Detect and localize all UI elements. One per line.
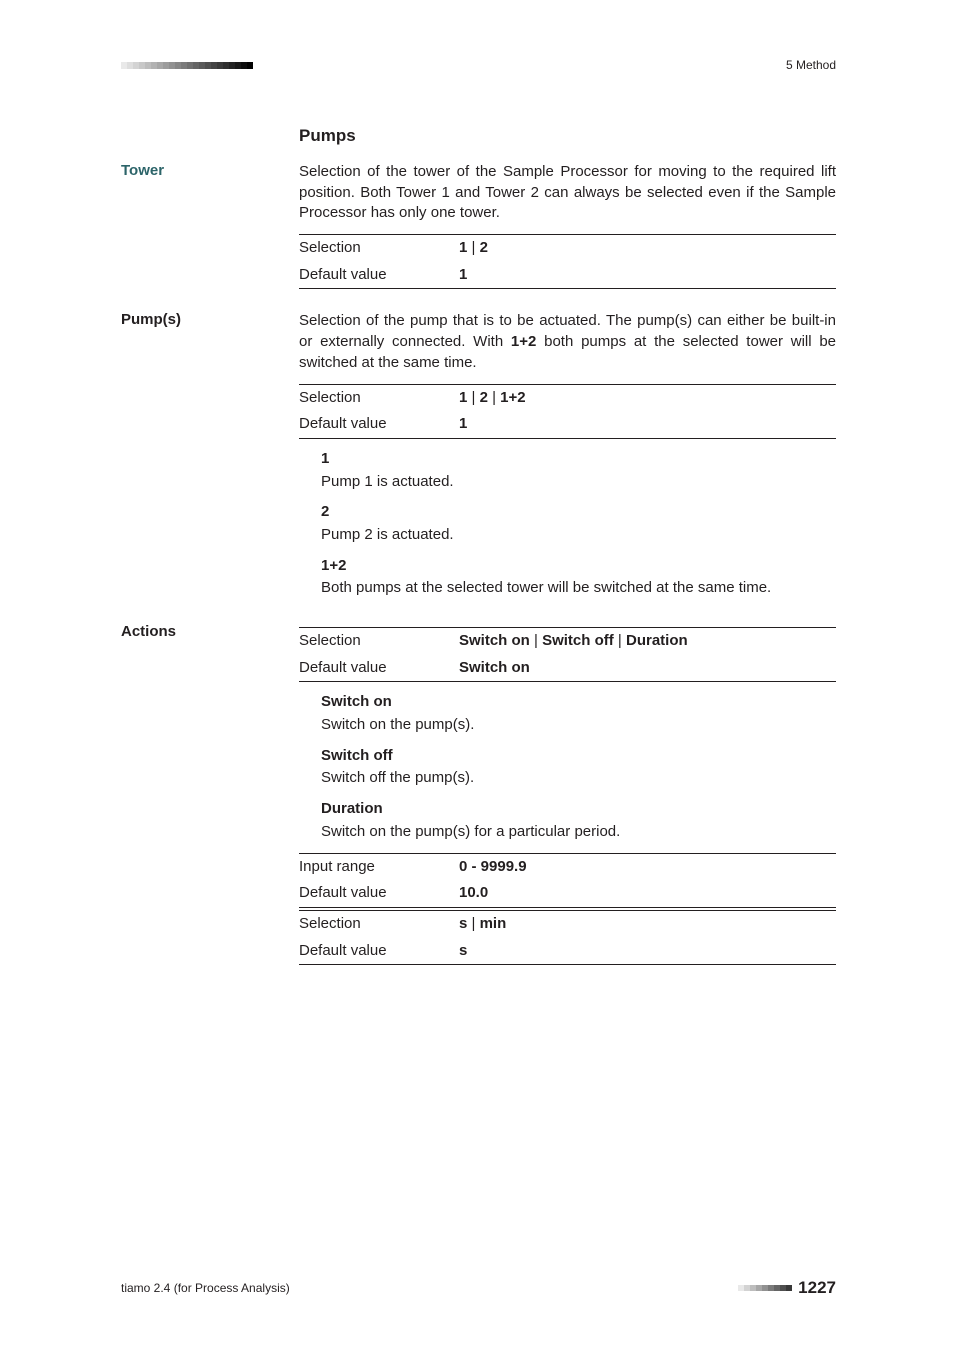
option-desc: Pump 2 is actuated. [321, 525, 836, 546]
option-desc: Switch on the pump(s). [321, 715, 836, 736]
option-term: 2 [321, 502, 836, 523]
def-value-default: 1 [459, 414, 467, 435]
def-value-selection: Switch on | Switch off | Duration [459, 631, 688, 652]
table-row: Default value 1 [299, 411, 836, 439]
actions-def-table: Selection Switch on | Switch off | Durat… [299, 627, 836, 682]
def-value-default: 1 [459, 265, 467, 286]
def-value-unit-sel: s | min [459, 914, 506, 935]
actions-unit-sel-val: s | min [459, 915, 506, 932]
table-row: Selection Switch on | Switch off | Durat… [299, 627, 836, 655]
option-term: Switch on [321, 692, 836, 713]
header-breadcrumb: 5 Method [786, 58, 836, 72]
option-desc: Pump 1 is actuated. [321, 472, 836, 493]
footer-right: 1227 [738, 1278, 836, 1298]
param-block-actions: Actions Selection Switch on | Switch off… [121, 623, 836, 965]
footer-left-text: tiamo 2.4 (for Process Analysis) [121, 1281, 290, 1295]
section-heading-pumps: Pumps [299, 126, 836, 146]
def-value-default: 10.0 [459, 883, 488, 904]
pumps-description: Selection of the pump that is to be actu… [299, 311, 836, 373]
option-desc: Both pumps at the selected tower will be… [321, 578, 836, 599]
actions-option-list: Switch on Switch on the pump(s). Switch … [299, 692, 836, 842]
def-label-selection: Selection [299, 914, 459, 935]
table-row: Selection 1 | 2 | 1+2 [299, 384, 836, 412]
def-label-default: Default value [299, 414, 459, 435]
table-row: Selection s | min [299, 910, 836, 938]
pumps-option-list: 1 Pump 1 is actuated. 2 Pump 2 is actuat… [299, 449, 836, 599]
def-value-selection: 1 | 2 | 1+2 [459, 388, 526, 409]
pumps-def-table: Selection 1 | 2 | 1+2 Default value 1 [299, 384, 836, 439]
actions-selection-val: Switch on | Switch off | Duration [459, 632, 688, 649]
tower-description: Selection of the tower of the Sample Pro… [299, 162, 836, 224]
def-label-default: Default value [299, 941, 459, 962]
option-term: 1 [321, 449, 836, 470]
def-value-selection: 1 | 2 [459, 238, 488, 259]
param-block-tower: Tower Selection of the tower of the Samp… [121, 162, 836, 289]
option-desc: Switch off the pump(s). [321, 768, 836, 789]
table-row: Default value Switch on [299, 655, 836, 683]
table-row: Selection 1 | 2 [299, 234, 836, 262]
def-label-default: Default value [299, 265, 459, 286]
tower-selection-val: 1 | 2 [459, 239, 488, 256]
option-desc: Switch on the pump(s) for a particular p… [321, 822, 836, 843]
header-decorative-bar [121, 62, 267, 69]
option-term: Switch off [321, 746, 836, 767]
content-area: Pumps Tower Selection of the tower of th… [121, 120, 836, 969]
side-label-actions: Actions [121, 623, 299, 965]
def-label-range: Input range [299, 857, 459, 878]
param-block-pumps: Pump(s) Selection of the pump that is to… [121, 311, 836, 609]
side-label-pumps: Pump(s) [121, 311, 299, 609]
table-row: Default value 10.0 [299, 880, 836, 908]
footer-decorative-bar [738, 1285, 792, 1291]
body-col-actions: Selection Switch on | Switch off | Durat… [299, 623, 836, 965]
actions-range-table: Input range 0 - 9999.9 Default value 10.… [299, 853, 836, 908]
pumps-selection-val: 1 | 2 | 1+2 [459, 389, 526, 406]
def-label-default: Default value [299, 883, 459, 904]
option-term: 1+2 [321, 556, 836, 577]
table-row: Default value 1 [299, 262, 836, 290]
tower-def-table: Selection 1 | 2 Default value 1 [299, 234, 836, 289]
table-row: Input range 0 - 9999.9 [299, 853, 836, 881]
table-row: Default value s [299, 938, 836, 966]
def-value-default: Switch on [459, 658, 530, 679]
def-value-range: 0 - 9999.9 [459, 857, 527, 878]
page-number: 1227 [798, 1278, 836, 1298]
page-footer: tiamo 2.4 (for Process Analysis) 1227 [121, 1278, 836, 1298]
actions-unit-table: Selection s | min Default value s [299, 910, 836, 965]
def-label-selection: Selection [299, 238, 459, 259]
def-value-default: s [459, 941, 467, 962]
pumps-para-bold: 1+2 [511, 333, 536, 350]
body-col-pumps: Selection of the pump that is to be actu… [299, 311, 836, 609]
side-label-tower: Tower [121, 162, 299, 289]
option-term: Duration [321, 799, 836, 820]
body-col-tower: Selection of the tower of the Sample Pro… [299, 162, 836, 289]
def-label-selection: Selection [299, 388, 459, 409]
def-label-selection: Selection [299, 631, 459, 652]
def-label-default: Default value [299, 658, 459, 679]
